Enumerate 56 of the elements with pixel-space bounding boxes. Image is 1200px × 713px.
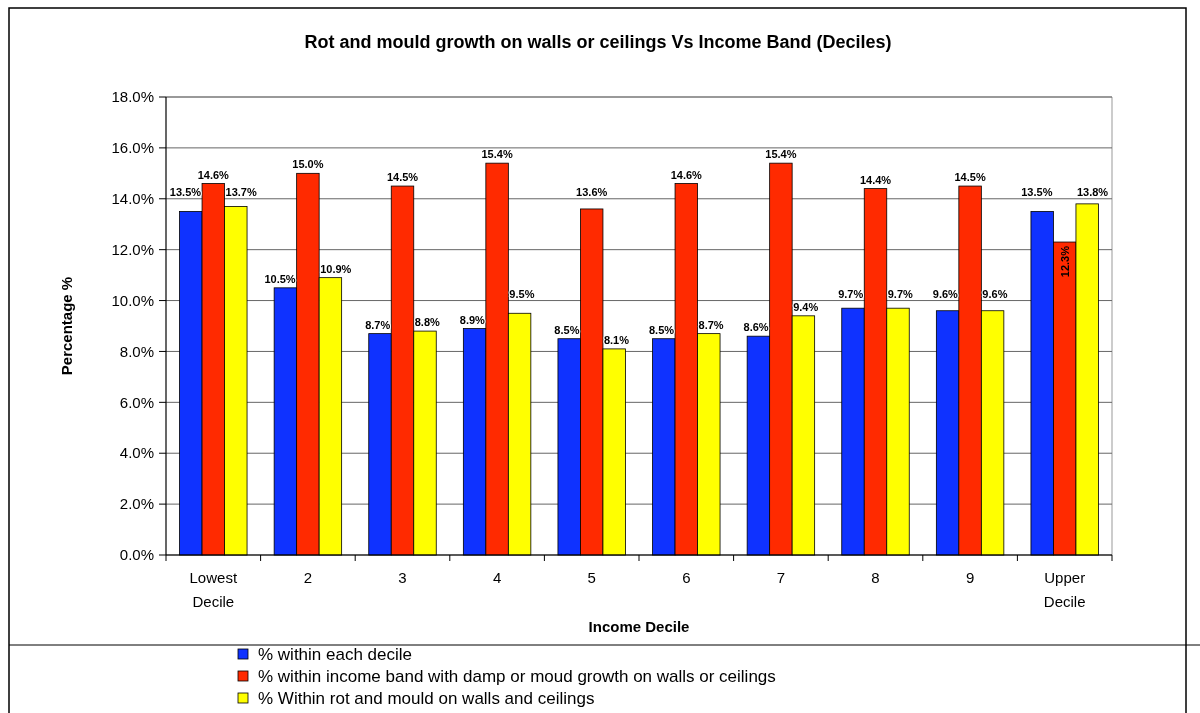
y-tick-label: 14.0%	[111, 190, 154, 208]
data-label: 9.6%	[982, 287, 1008, 300]
y-tick-label: 2.0%	[119, 495, 154, 513]
data-label: 8.9%	[459, 313, 486, 326]
data-label: 8.1%	[603, 333, 630, 346]
x-tick-label: 6	[682, 569, 691, 586]
y-tick-label: 0.0%	[119, 546, 154, 564]
data-label: 10.5%	[264, 272, 296, 285]
x-tick-label: Lowest Decile	[189, 569, 238, 610]
data-label: 15.0%	[292, 158, 324, 171]
x-tick-label: 4	[492, 569, 502, 586]
legend-label: % within income band with damp or moud growth on walls or ceilings	[258, 666, 776, 686]
x-tick-label: 2	[303, 569, 313, 586]
x-tick-label: 9	[965, 569, 975, 586]
y-tick-label: 12.0%	[111, 240, 154, 258]
data-label: 13.5%	[169, 185, 202, 198]
data-label: 8.5%	[648, 323, 675, 336]
chart-title: Rot and mould growth on walls or ceilings Vs Income Band (Deciles)	[304, 32, 892, 52]
y-tick-label: 16.0%	[111, 139, 154, 157]
data-label: 13.5%	[1021, 185, 1053, 198]
data-label: 8.6%	[743, 321, 769, 334]
data-label: 9.4%	[793, 300, 819, 313]
data-label: 14.6%	[670, 168, 703, 181]
x-tick-label: 7	[776, 569, 786, 586]
data-label: 14.4%	[859, 173, 892, 186]
data-label: 14.6%	[197, 168, 230, 181]
data-label: 9.6%	[932, 287, 959, 300]
x-axis-title: Income Decile	[588, 618, 690, 635]
y-tick-label: 8.0%	[119, 342, 154, 360]
data-label: 9.7%	[887, 287, 914, 300]
y-tick-label: 10.0%	[111, 291, 154, 309]
y-tick-label: 6.0%	[119, 393, 154, 411]
x-tick-label: 5	[587, 569, 596, 586]
data-label: 15.4%	[765, 148, 797, 161]
data-label: 14.5%	[954, 171, 986, 184]
data-label: 12.3%	[1058, 245, 1071, 278]
data-label: 10.9%	[320, 262, 352, 275]
data-label: 8.8%	[414, 316, 441, 329]
x-tick-label: 8	[871, 569, 880, 586]
data-label: 8.7%	[698, 318, 724, 331]
data-label: 13.7%	[225, 185, 257, 198]
data-label: 14.5%	[386, 171, 419, 184]
legend-label: % within each decile	[258, 644, 413, 664]
data-label: 15.4%	[481, 148, 513, 161]
y-axis-title: Percentage %	[58, 276, 75, 376]
data-label: 8.5%	[554, 323, 580, 336]
data-label: 9.7%	[838, 287, 864, 300]
y-tick-label: 4.0%	[119, 444, 154, 462]
data-label: 13.8%	[1076, 185, 1109, 198]
data-label: 8.7%	[365, 318, 391, 331]
x-tick-label: Upper Decile	[1043, 569, 1086, 610]
x-tick-label: 3	[398, 569, 407, 586]
data-label: 13.6%	[576, 185, 608, 198]
y-tick-label: 18.0%	[111, 88, 154, 106]
data-label: 9.5%	[509, 287, 535, 300]
legend-label: % Within rot and mould on walls and ceilings	[258, 688, 595, 708]
